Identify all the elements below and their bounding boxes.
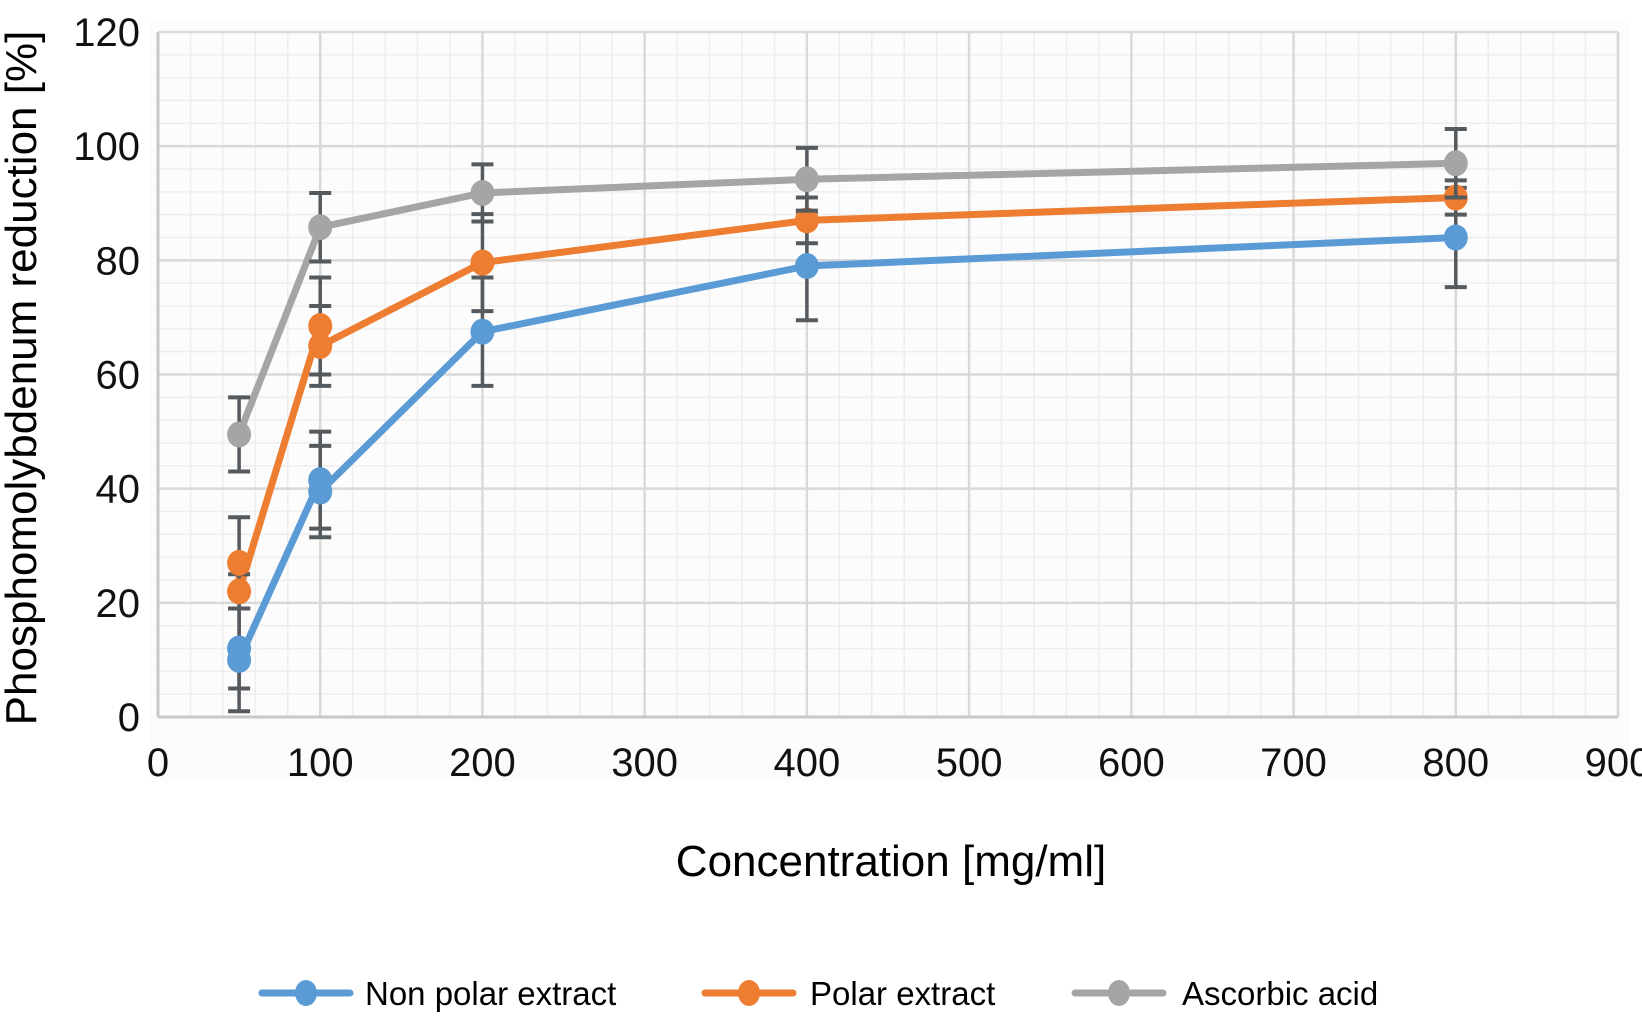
y-tick-labels: 0 20 40 60 80 100 120 bbox=[73, 11, 140, 740]
legend-item-polar-extract: Polar extract bbox=[701, 975, 995, 1012]
legend: Non polar extract Polar extract Ascorbic a… bbox=[258, 975, 1378, 1012]
y-tick-label: 40 bbox=[96, 468, 141, 512]
x-tick-label: 400 bbox=[774, 741, 841, 785]
series-polar-extract bbox=[227, 178, 1468, 611]
data-point bbox=[227, 549, 252, 576]
x-tick-label: 200 bbox=[449, 741, 516, 785]
data-point bbox=[794, 253, 819, 280]
y-tick-label: 60 bbox=[96, 354, 141, 398]
legend-swatch-marker bbox=[1108, 980, 1130, 1006]
x-axis-title: Concentration [mg/ml] bbox=[676, 837, 1106, 886]
axes bbox=[156, 32, 1620, 719]
legend-label: Ascorbic acid bbox=[1182, 975, 1378, 1012]
plot-area-background bbox=[150, 22, 1630, 782]
y-tick-label: 0 bbox=[118, 696, 140, 740]
x-tick-label: 300 bbox=[611, 741, 678, 785]
legend-swatch-marker bbox=[295, 980, 317, 1006]
data-point bbox=[227, 421, 252, 448]
data-point bbox=[227, 578, 252, 605]
x-tick-label: 900 bbox=[1585, 741, 1642, 785]
x-tick-label: 800 bbox=[1422, 741, 1489, 785]
data-point bbox=[1443, 150, 1468, 177]
x-tick-label: 0 bbox=[147, 741, 169, 785]
x-tick-labels: 0 100 200 300 400 500 600 700 800 900 bbox=[147, 741, 1642, 785]
series-ascorbic-acid bbox=[227, 127, 1468, 474]
y-tick-label: 80 bbox=[96, 239, 141, 283]
data-point bbox=[470, 249, 495, 276]
data-point bbox=[1443, 224, 1468, 251]
data-point bbox=[308, 214, 333, 241]
y-tick-label: 120 bbox=[73, 11, 140, 55]
legend-label: Polar extract bbox=[810, 975, 995, 1012]
x-tick-label: 600 bbox=[1098, 741, 1165, 785]
y-tick-label: 20 bbox=[96, 582, 141, 626]
legend-label: Non polar extract bbox=[365, 975, 616, 1012]
data-point bbox=[308, 312, 333, 339]
x-tick-label: 100 bbox=[287, 741, 354, 785]
data-point bbox=[794, 207, 819, 234]
data-point bbox=[470, 179, 495, 206]
data-point bbox=[308, 332, 333, 359]
data-point bbox=[794, 166, 819, 193]
x-tick-label: 500 bbox=[936, 741, 1003, 785]
legend-item-ascorbic-acid: Ascorbic acid bbox=[1071, 975, 1378, 1012]
y-axis-title: Phosphomolybdenum reduction [%] bbox=[0, 31, 46, 726]
legend-swatch-marker bbox=[738, 980, 760, 1006]
data-point bbox=[470, 318, 495, 345]
y-tick-label: 100 bbox=[73, 125, 140, 169]
legend-item-non-polar-extract: Non polar extract bbox=[258, 975, 616, 1012]
data-point bbox=[308, 478, 333, 505]
data-point bbox=[227, 646, 252, 673]
x-tick-label: 700 bbox=[1260, 741, 1327, 785]
series-layer bbox=[227, 127, 1468, 714]
